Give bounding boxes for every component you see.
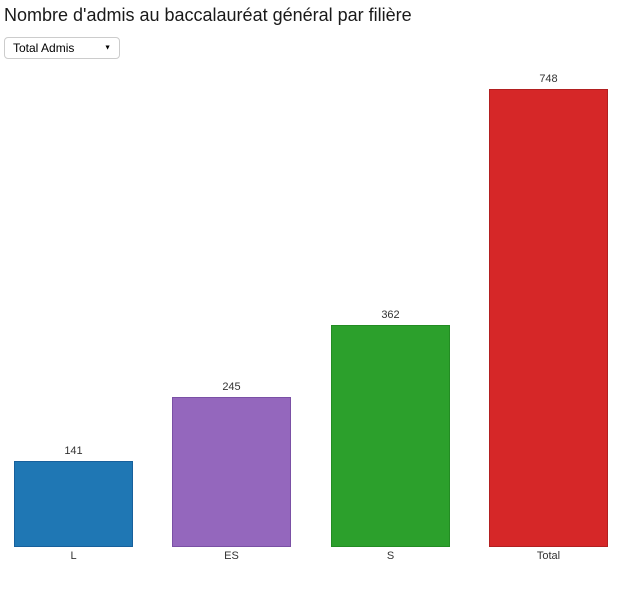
bar-S[interactable]: [331, 325, 450, 547]
bar-ES[interactable]: [172, 397, 291, 547]
metric-select-wrapper[interactable]: Total Admis ▼: [4, 37, 120, 59]
bar-value-label: 245: [222, 381, 241, 393]
x-axis-tick-label: S: [386, 550, 395, 562]
bar-L[interactable]: [14, 461, 133, 547]
bar-value-label: 362: [381, 309, 400, 321]
bar-Total[interactable]: [489, 89, 608, 547]
page-title: Nombre d'admis au baccalauréat général p…: [4, 5, 412, 25]
x-axis-tick-label: ES: [224, 550, 239, 562]
bar-value-label: 141: [64, 445, 83, 457]
bar-value-label: 748: [539, 73, 558, 85]
metric-select[interactable]: Total Admis: [4, 37, 120, 59]
x-axis-tick-label: Total: [536, 550, 561, 562]
x-axis-tick-label: L: [70, 550, 77, 562]
